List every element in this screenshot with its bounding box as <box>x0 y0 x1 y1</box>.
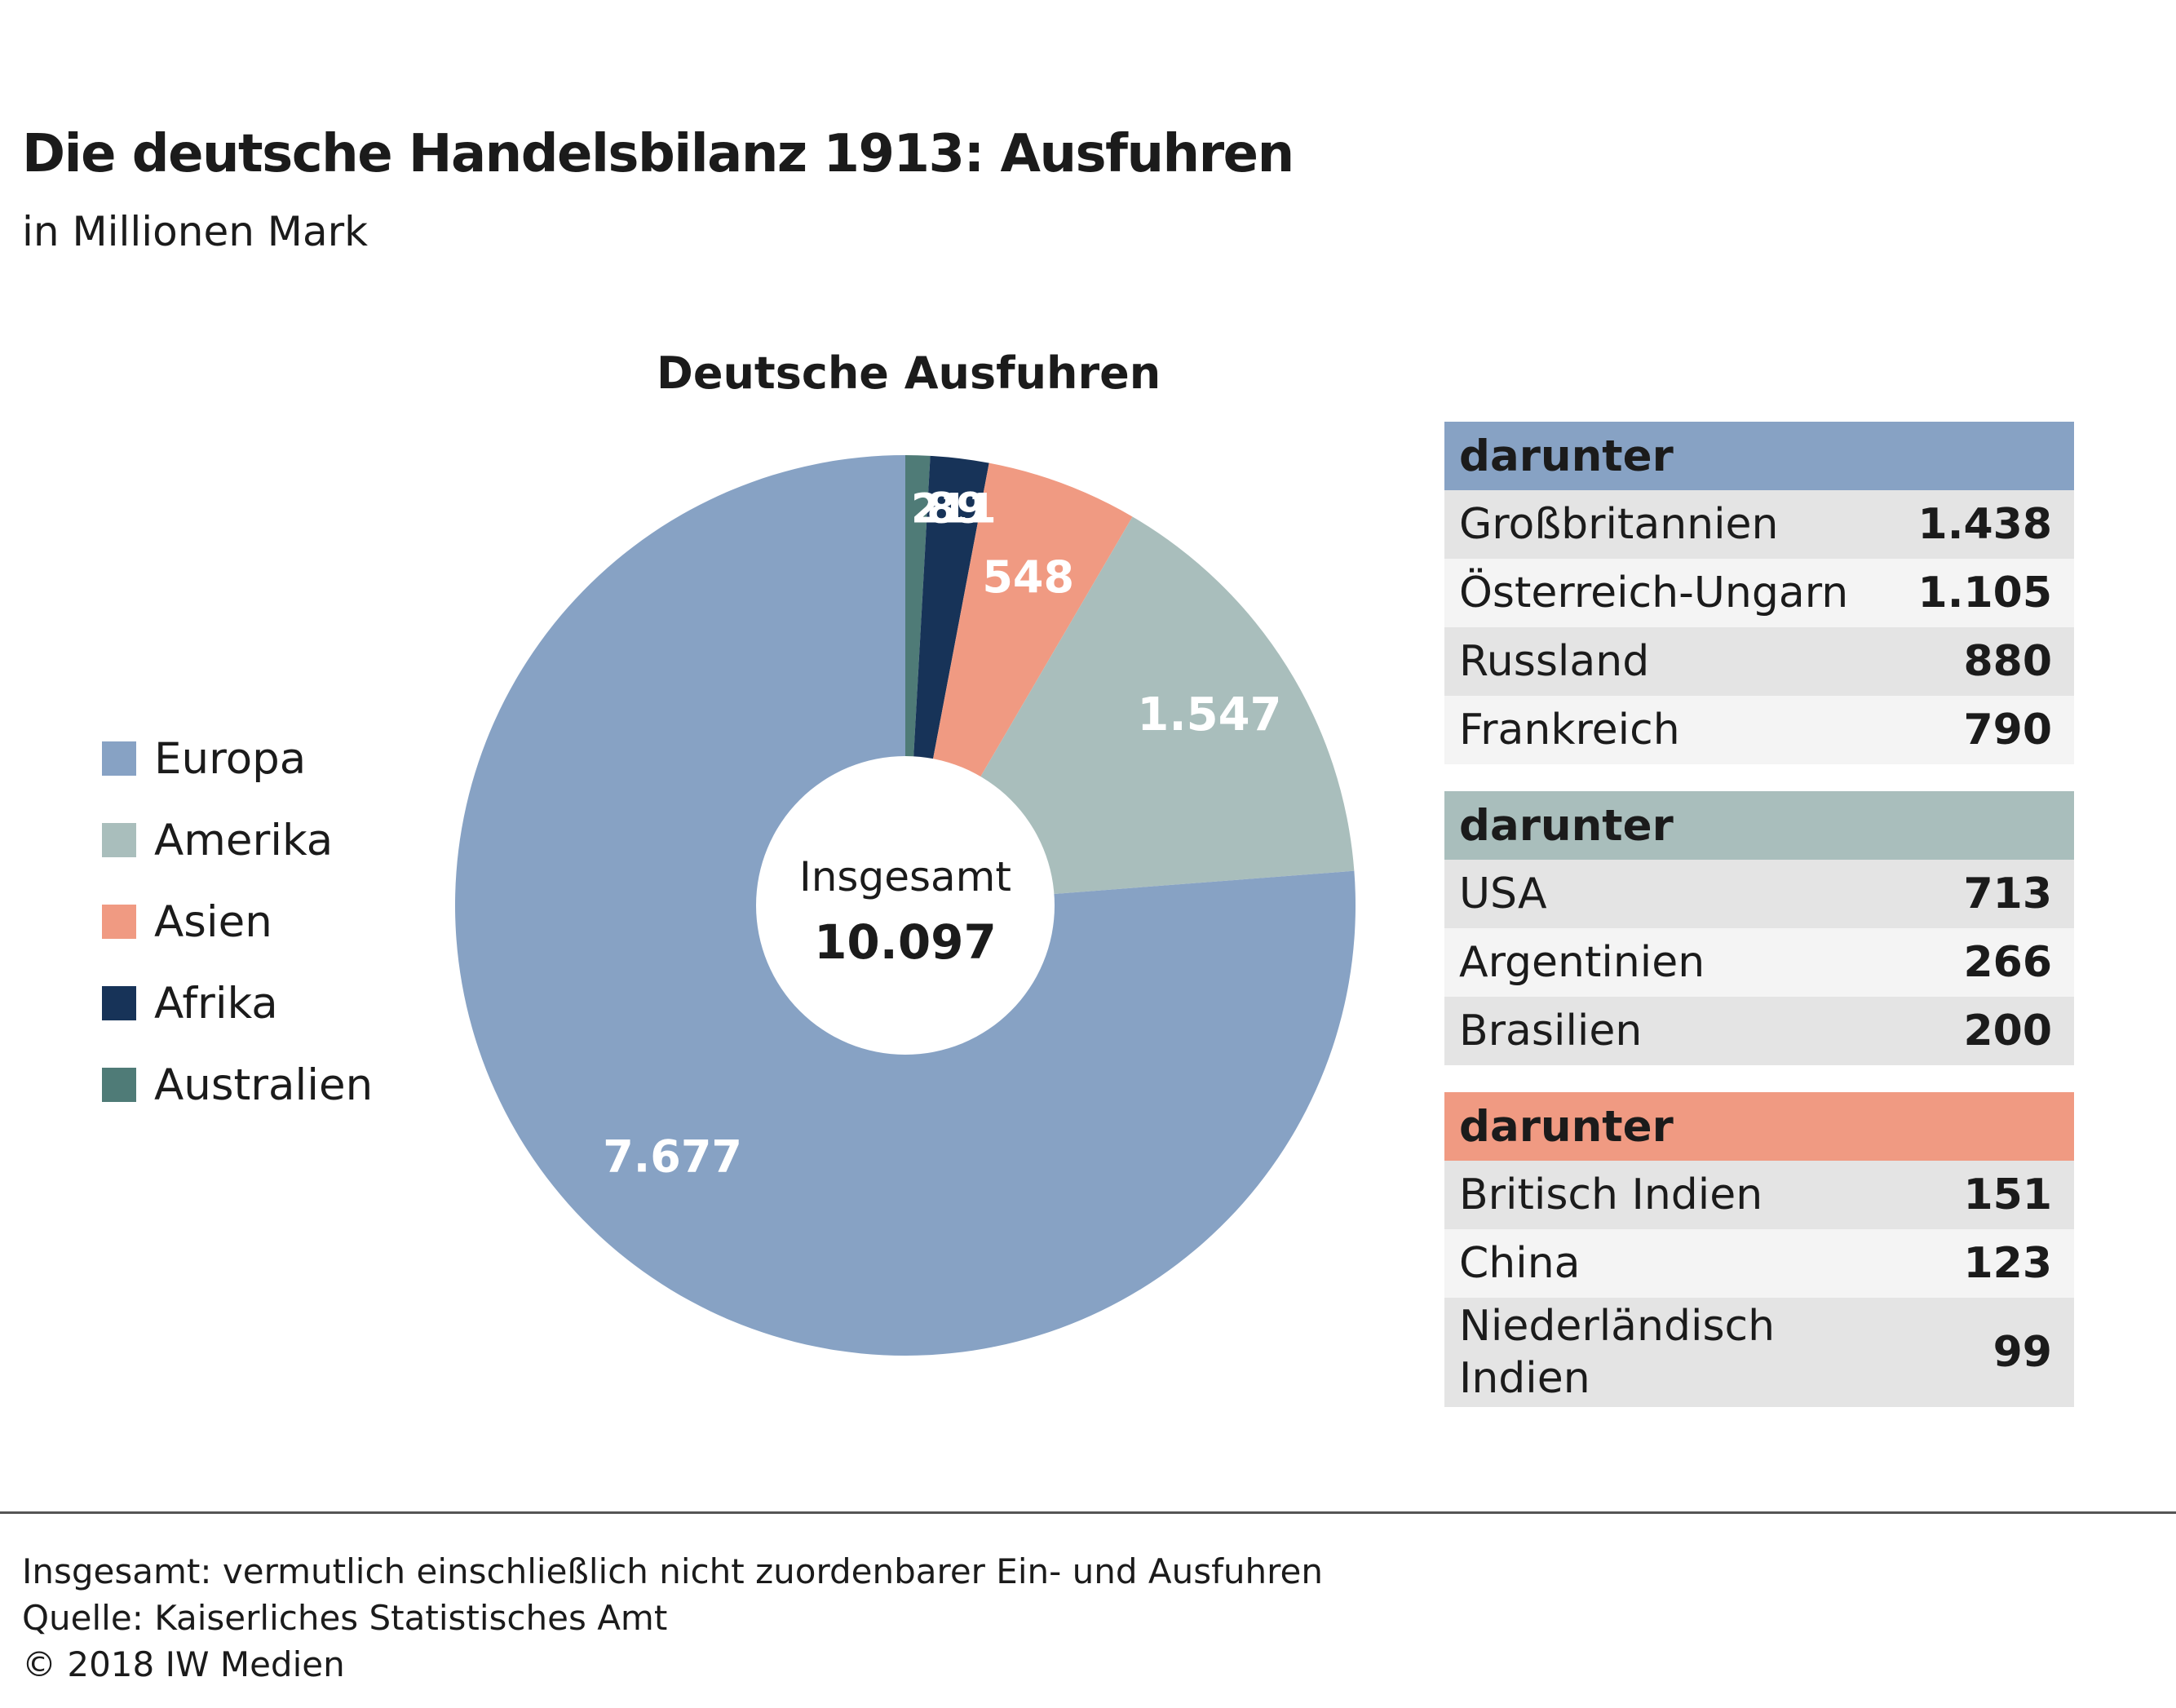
asia-table-rows: Britisch Indien 151 China 123 Niederländ… <box>1444 1161 2074 1407</box>
table-row: Brasilien 200 <box>1444 997 2074 1065</box>
legend-label-amerika: Amerika <box>154 815 334 865</box>
legend-label-europa: Europa <box>154 733 307 784</box>
legend-item-australien: Australien <box>102 1044 373 1126</box>
europe-table-header: darunter <box>1444 422 2074 490</box>
slice-label-asien: 548 <box>982 551 1074 603</box>
legend-swatch-afrika <box>102 986 136 1020</box>
chart-main-title: Die deutsche Handelsbilanz 1913: Ausfuhr… <box>22 124 1294 184</box>
chart-subtitle: in Millionen Mark <box>22 208 369 255</box>
legend-swatch-amerika <box>102 823 136 857</box>
legend: Europa Amerika Asien Afrika Australien <box>102 718 373 1126</box>
legend-item-afrika: Afrika <box>102 962 373 1044</box>
legend-item-asien: Asien <box>102 881 373 962</box>
footer-copyright: © 2018 IW Medien <box>22 1644 345 1684</box>
table-row: Großbritannien 1.438 <box>1444 490 2074 559</box>
table-row: Argentinien 266 <box>1444 928 2074 997</box>
slice-label-afrika: 211 <box>911 485 996 533</box>
footer-source: Quelle: Kaiserliches Statistisches Amt <box>22 1598 668 1638</box>
row-value: 151 <box>1963 1170 2052 1219</box>
donut-hole <box>756 756 1055 1055</box>
row-value: 1.105 <box>1917 569 2052 617</box>
row-label: Frankreich <box>1459 706 1680 754</box>
slice-label-amerika: 1.547 <box>1137 688 1281 741</box>
row-value: 1.438 <box>1917 500 2052 549</box>
row-label: Argentinien <box>1459 938 1705 987</box>
footer-note: Insgesamt: vermutlich einschließlich nic… <box>22 1551 1323 1591</box>
america-breakdown-table: darunter USA 713 Argentinien 266 Brasili… <box>1444 791 2074 1065</box>
legend-label-australien: Australien <box>154 1060 374 1110</box>
table-row: Russland 880 <box>1444 627 2074 696</box>
asia-breakdown-table: darunter Britisch Indien 151 China 123 N… <box>1444 1092 2074 1407</box>
row-label: China <box>1459 1239 1581 1288</box>
legend-item-amerika: Amerika <box>102 799 373 881</box>
row-label: Niederländisch Indien <box>1459 1302 1776 1403</box>
asia-table-header: darunter <box>1444 1092 2074 1161</box>
table-row: USA 713 <box>1444 860 2074 928</box>
center-label: Insgesamt <box>799 853 1011 900</box>
row-label: Österreich-Ungarn <box>1459 569 1849 617</box>
table-row: Frankreich 790 <box>1444 696 2074 764</box>
legend-label-asien: Asien <box>154 896 272 947</box>
table-row: Britisch Indien 151 <box>1444 1161 2074 1229</box>
row-value: 123 <box>1963 1239 2052 1288</box>
legend-swatch-australien <box>102 1068 136 1102</box>
legend-swatch-europa <box>102 741 136 776</box>
row-value: 99 <box>1992 1328 2052 1377</box>
legend-label-afrika: Afrika <box>154 978 278 1029</box>
slice-label-europa: 7.677 <box>603 1131 742 1183</box>
table-row: Niederländisch Indien 99 <box>1444 1298 2074 1407</box>
europe-table-rows: Großbritannien 1.438 Österreich-Ungarn 1… <box>1444 490 2074 764</box>
center-total-value: 10.097 <box>814 914 997 970</box>
row-value: 880 <box>1963 637 2052 686</box>
row-value: 200 <box>1963 1007 2052 1055</box>
slice-label-australien: 89 <box>927 485 985 533</box>
row-label: Brasilien <box>1459 1007 1643 1055</box>
row-label: USA <box>1459 869 1547 918</box>
table-row: China 123 <box>1444 1229 2074 1298</box>
row-value: 266 <box>1963 938 2052 987</box>
footer: Insgesamt: vermutlich einschließlich nic… <box>22 1548 1323 1688</box>
row-label: Großbritannien <box>1459 500 1779 549</box>
donut-title: Deutsche Ausfuhren <box>657 347 1161 399</box>
america-table-rows: USA 713 Argentinien 266 Brasilien 200 <box>1444 860 2074 1065</box>
table-row: Österreich-Ungarn 1.105 <box>1444 559 2074 627</box>
row-label: Britisch Indien <box>1459 1170 1763 1219</box>
europe-breakdown-table: darunter Großbritannien 1.438 Österreich… <box>1444 422 2074 764</box>
america-table-header: darunter <box>1444 791 2074 860</box>
row-label: Russland <box>1459 637 1650 686</box>
legend-swatch-asien <box>102 905 136 939</box>
row-value: 790 <box>1963 706 2052 754</box>
row-value: 713 <box>1963 869 2052 918</box>
legend-item-europa: Europa <box>102 718 373 799</box>
footer-divider <box>0 1511 2176 1514</box>
